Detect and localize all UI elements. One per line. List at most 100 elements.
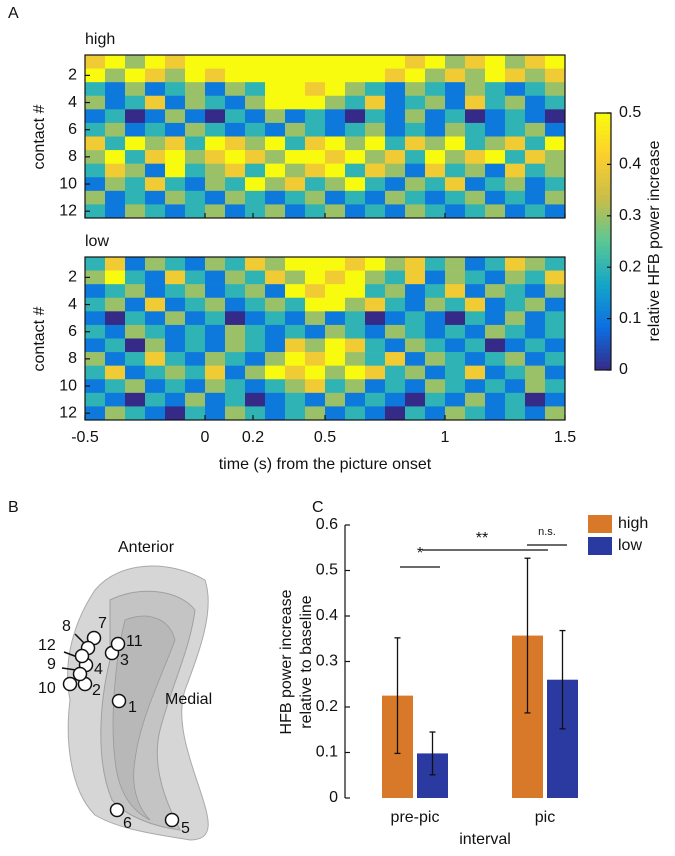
heatmap-cell xyxy=(505,379,526,394)
heatmap-cell xyxy=(485,177,506,192)
heatmap-cell xyxy=(265,68,286,83)
colorbar-segment xyxy=(595,335,611,341)
heatmap-cell xyxy=(285,338,306,353)
heatmap-cell xyxy=(385,136,406,151)
colorbar-tick-label: 0.4 xyxy=(619,156,641,173)
heatmap-cell xyxy=(385,122,406,137)
heatmap-cell xyxy=(325,392,346,407)
heatmap-cell xyxy=(225,190,246,205)
heatmap-cell xyxy=(105,177,126,192)
heatmap-cell xyxy=(325,204,346,219)
heatmap-cell xyxy=(325,95,346,110)
heatmap-cell xyxy=(305,324,326,339)
heatmap-cell xyxy=(185,352,206,366)
heatmap-cell xyxy=(405,406,426,421)
heatmap-cell xyxy=(525,379,546,394)
colorbar-segment xyxy=(595,207,611,213)
heatmap-cell xyxy=(165,150,186,164)
heatmap-cell xyxy=(505,190,526,205)
colorbar-segment xyxy=(595,181,611,187)
heatmap-cell xyxy=(185,257,206,271)
heatmap-cell xyxy=(485,204,506,219)
heatmap-cell xyxy=(425,136,446,151)
heatmap-cell xyxy=(425,284,446,299)
heatmap-cell xyxy=(365,406,386,421)
heatmap-cell xyxy=(365,136,386,151)
heatmap-cell xyxy=(425,95,446,110)
heatmap-cell xyxy=(465,311,486,326)
heatmap-cell xyxy=(425,365,446,380)
heatmap-cell xyxy=(105,284,126,299)
heatmap-cell xyxy=(485,163,506,178)
colorbar-segment xyxy=(595,177,611,183)
heatmap-cell xyxy=(505,109,526,124)
heatmap-cell xyxy=(205,324,226,339)
heatmap-cell xyxy=(265,379,286,394)
heatmap-cell xyxy=(405,109,426,124)
heatmap-cell xyxy=(385,311,406,326)
heatmap-cell xyxy=(105,365,126,380)
heatmap-cell xyxy=(445,190,466,205)
heatmap-cell xyxy=(145,284,166,299)
colorbar-segment xyxy=(595,331,611,337)
heatmap-cell xyxy=(85,338,106,353)
heatmap-cell xyxy=(325,297,346,312)
heatmap-cell xyxy=(305,379,326,394)
heatmap-cell xyxy=(125,379,146,394)
heatmap-cell xyxy=(105,68,126,83)
heatmap-cell xyxy=(405,324,426,339)
heatmap-cell xyxy=(285,257,306,271)
heatmap-cell xyxy=(145,109,166,124)
heatmap-cell xyxy=(505,284,526,299)
heatmap-cell xyxy=(265,311,286,326)
heatmap-cell xyxy=(425,204,446,219)
heatmap-cell xyxy=(105,150,126,164)
heatmap-cell xyxy=(365,95,386,110)
heatmap-cell xyxy=(385,55,406,69)
heatmap-cell xyxy=(405,338,426,353)
heatmap-cell xyxy=(465,379,486,394)
heatmap-cell xyxy=(365,324,386,339)
heatmap-cell xyxy=(445,270,466,285)
heatmap-cell xyxy=(85,163,106,178)
x-tick-label: 0.5 xyxy=(314,429,336,446)
y-axis-label: contact # xyxy=(31,104,48,169)
heatmap-cell xyxy=(125,55,146,69)
heatmap-cell xyxy=(325,284,346,299)
heatmap-cell xyxy=(425,177,446,192)
heatmap-cell xyxy=(265,406,286,421)
heatmap-cell xyxy=(465,68,486,83)
heatmap-cell xyxy=(405,136,426,151)
heatmap-cell xyxy=(125,150,146,164)
heatmap-cell xyxy=(345,177,366,192)
heatmap-cell xyxy=(225,352,246,366)
heatmap-cell xyxy=(465,95,486,110)
heatmap-cell xyxy=(265,122,286,137)
heatmap-cell xyxy=(245,190,266,205)
heatmap-cell xyxy=(145,257,166,271)
heatmap-cell xyxy=(225,163,246,178)
heatmap-cell xyxy=(125,109,146,124)
heatmap-cell xyxy=(405,311,426,326)
colorbar-segment xyxy=(595,155,611,161)
contact-label: 12 xyxy=(38,637,56,654)
heatmap-cell xyxy=(205,365,226,380)
colorbar-segment xyxy=(595,138,611,144)
heatmap-cell xyxy=(285,379,306,394)
heatmap-cell xyxy=(285,68,306,83)
heatmap-cell xyxy=(385,379,406,394)
panel-title: high xyxy=(85,31,115,48)
heatmap-cell xyxy=(525,163,546,178)
heatmap-cell xyxy=(545,379,566,394)
heatmap-cell xyxy=(465,324,486,339)
heatmap-cell xyxy=(265,95,286,110)
legend-swatch xyxy=(588,515,612,533)
heatmap-cell xyxy=(345,257,366,271)
heatmap-cell xyxy=(345,406,366,421)
heatmap-cell xyxy=(325,55,346,69)
heatmap-cell xyxy=(305,297,326,312)
heatmap-cell xyxy=(445,82,466,97)
heatmap-cell xyxy=(445,68,466,83)
heatmap-cell xyxy=(105,190,126,205)
heatmap-cell xyxy=(465,122,486,137)
